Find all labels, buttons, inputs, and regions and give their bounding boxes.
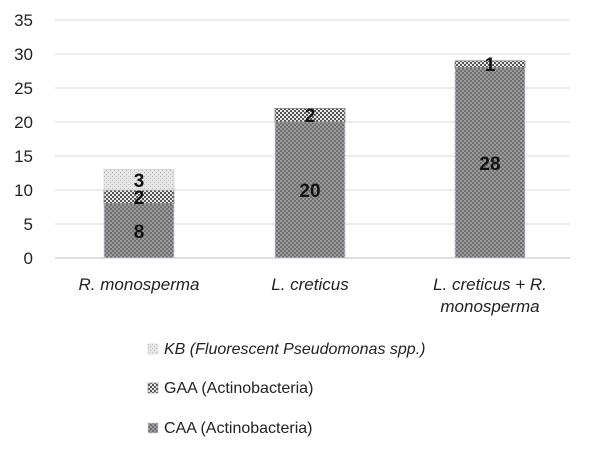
- y-tick-label: 5: [24, 215, 33, 234]
- legend-swatch: [147, 343, 159, 355]
- bar-segment: [454, 67, 526, 259]
- y-tick-label: 25: [14, 79, 33, 98]
- legend-label: KB (Fluorescent Pseudomonas spp.): [164, 341, 425, 358]
- x-category-label: L. creticus + R.: [433, 275, 547, 294]
- legend-label: CAA (Actinobacteria): [164, 420, 313, 437]
- y-tick-label: 15: [14, 147, 33, 166]
- legend-swatch: [147, 422, 159, 434]
- bar-segment: [103, 203, 175, 259]
- bar-segment: [454, 60, 526, 68]
- legend-label: GAA (Actinobacteria): [164, 380, 313, 397]
- bar-segment: [103, 169, 175, 191]
- x-category-label: monosperma: [440, 297, 539, 316]
- legend-swatch: [147, 382, 159, 394]
- bars: [103, 60, 526, 259]
- y-tick-label: 0: [24, 249, 33, 268]
- y-tick-label: 20: [14, 113, 33, 132]
- data-label: 28: [479, 154, 500, 175]
- data-label: 20: [299, 181, 320, 202]
- data-label: 8: [134, 222, 145, 243]
- x-axis-categories: R. monosperma L. creticus L. creticus + R.…: [79, 275, 547, 316]
- x-category-label: L. creticus: [271, 275, 349, 294]
- y-axis-ticks: 0 5 10 15 20 25 30 35: [14, 11, 33, 268]
- legend: KB (Fluorescent Pseudomonas spp.) GAA (Ac…: [147, 341, 425, 437]
- data-label: 2: [134, 188, 145, 209]
- y-tick-label: 10: [14, 181, 33, 200]
- x-category-label: R. monosperma: [79, 275, 200, 294]
- y-tick-label: 35: [14, 11, 33, 30]
- data-label: 1: [485, 55, 496, 76]
- bar-segment: [274, 108, 346, 123]
- data-label: 2: [305, 106, 316, 127]
- data-label: 3: [134, 171, 145, 192]
- bar-segment: [274, 121, 346, 259]
- y-tick-label: 30: [14, 45, 33, 64]
